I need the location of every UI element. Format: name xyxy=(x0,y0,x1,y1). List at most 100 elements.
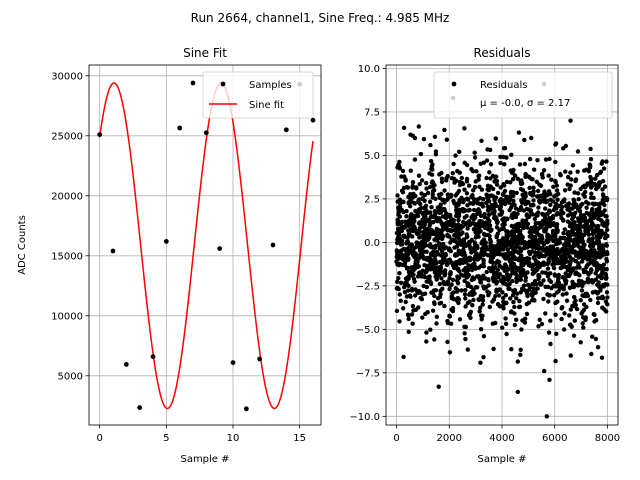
residual-point xyxy=(546,299,551,304)
residual-point xyxy=(464,260,469,265)
residual-point xyxy=(497,304,503,309)
residual-point xyxy=(396,212,401,217)
residual-point xyxy=(442,271,447,277)
residual-point xyxy=(496,293,502,298)
residual-point xyxy=(469,277,474,283)
residual-point xyxy=(488,243,493,248)
residual-point xyxy=(455,278,460,283)
residual-point xyxy=(598,201,604,206)
residual-point xyxy=(404,266,410,271)
residual-point xyxy=(565,213,571,218)
residual-point xyxy=(600,294,605,299)
sine-fit-legend: Samples Sine fit xyxy=(202,71,314,119)
residual-point xyxy=(588,297,593,303)
residual-point xyxy=(579,279,584,284)
residual-point xyxy=(589,195,594,200)
residual-point xyxy=(580,283,585,289)
residual-point xyxy=(592,256,597,261)
residual-point xyxy=(425,310,430,315)
residual-point xyxy=(463,304,468,309)
residual-point xyxy=(486,188,491,193)
residual-point xyxy=(539,233,544,239)
residual-point xyxy=(599,355,605,360)
residual-point xyxy=(589,267,594,273)
residual-point xyxy=(588,215,594,221)
residual-point xyxy=(477,309,482,314)
residual-point xyxy=(586,228,591,233)
residual-point xyxy=(401,354,406,360)
residual-point xyxy=(461,219,466,225)
residual-point xyxy=(568,170,573,175)
residual-point xyxy=(500,295,506,301)
residual-point xyxy=(457,149,462,154)
residual-point xyxy=(453,153,458,158)
residual-point xyxy=(514,268,519,273)
residual-point xyxy=(444,137,449,142)
residual-point xyxy=(556,261,561,266)
residual-point xyxy=(481,264,486,269)
residual-point xyxy=(406,274,411,279)
residual-point xyxy=(451,297,457,302)
residual-point xyxy=(400,219,405,225)
residual-point xyxy=(596,241,601,247)
residuals-title: Residuals xyxy=(474,46,531,60)
residual-point xyxy=(395,279,400,284)
residual-point xyxy=(585,276,591,281)
residual-point xyxy=(537,254,542,260)
residual-point xyxy=(488,239,493,244)
residual-point xyxy=(568,250,573,255)
residual-point xyxy=(593,176,598,181)
residual-point xyxy=(503,293,508,298)
residual-point xyxy=(524,212,530,217)
residual-point xyxy=(503,262,508,267)
residual-point xyxy=(432,300,437,305)
residual-point xyxy=(483,225,488,231)
residual-point xyxy=(447,275,452,281)
residual-point xyxy=(487,218,492,224)
residual-point xyxy=(599,210,604,215)
residual-point xyxy=(494,289,499,294)
residual-point xyxy=(397,201,403,206)
residual-point xyxy=(456,202,461,208)
residual-point xyxy=(524,301,529,307)
residual-point xyxy=(572,294,577,300)
residual-point xyxy=(500,325,505,330)
residual-point xyxy=(448,270,453,275)
residual-point xyxy=(551,184,556,189)
residual-point xyxy=(453,286,458,291)
residual-point xyxy=(410,234,415,239)
residual-point xyxy=(584,291,589,296)
residual-point xyxy=(553,179,558,185)
residual-point xyxy=(597,252,603,258)
residual-point xyxy=(443,245,449,250)
residual-point xyxy=(527,185,532,191)
residual-point xyxy=(580,321,585,326)
residual-point xyxy=(476,209,482,214)
residual-point xyxy=(512,322,517,328)
residual-point xyxy=(532,298,537,303)
residual-point xyxy=(490,275,496,280)
residual-point xyxy=(435,215,440,221)
residual-point xyxy=(477,224,482,229)
residual-point xyxy=(584,210,589,216)
residual-point xyxy=(442,208,447,213)
residual-point xyxy=(530,271,535,276)
residual-point xyxy=(454,207,459,213)
residual-point xyxy=(451,198,456,204)
residual-point xyxy=(536,244,541,249)
residual-point xyxy=(550,262,555,267)
residual-point xyxy=(488,162,494,167)
residual-point xyxy=(576,224,581,229)
residual-point xyxy=(468,309,473,314)
residual-point xyxy=(522,241,527,246)
residual-point xyxy=(430,180,436,185)
residual-point xyxy=(465,203,470,208)
residual-point xyxy=(421,205,427,211)
residual-point xyxy=(469,264,474,269)
residual-point xyxy=(442,200,447,205)
residual-point xyxy=(478,360,483,365)
residual-point xyxy=(486,212,492,217)
residual-point xyxy=(406,313,411,318)
residual-point xyxy=(422,192,427,198)
residual-point xyxy=(534,179,539,184)
